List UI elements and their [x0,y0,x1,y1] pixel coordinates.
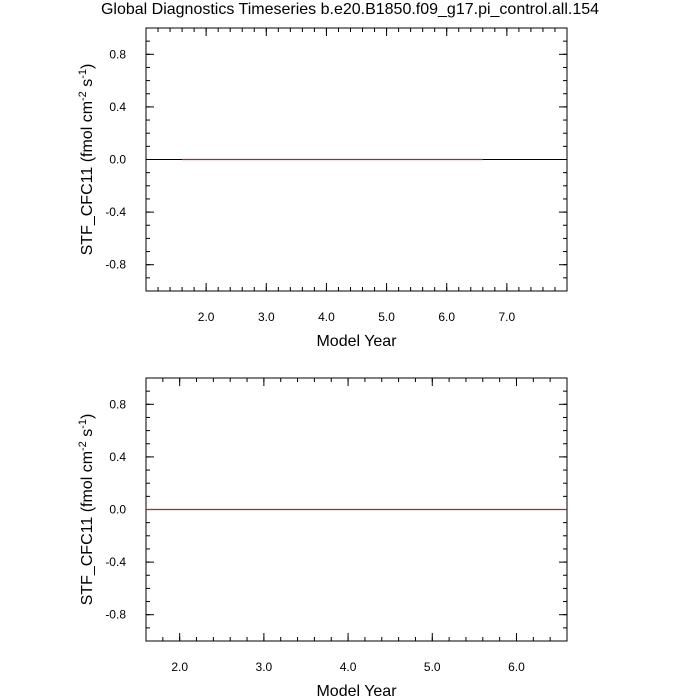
y-tick-label: -0.4 [105,205,126,219]
y-axis-label-superscript: -2 [77,91,89,101]
x-tick-label: 5.0 [424,660,441,674]
y-axis-label-part: ) [79,414,96,419]
y-axis-label-superscript: -1 [77,69,89,79]
y-tick-label: -0.4 [105,555,126,569]
x-tick-label: 5.0 [378,310,395,324]
y-axis-label-superscript: -2 [77,441,89,451]
x-tick-label: 2.0 [198,310,215,324]
x-axis-label: Model Year [316,333,397,350]
y-axis-label-part: ) [79,64,96,69]
y-axis-label: STF_CFC11 (fmol cm-2 s-1) [77,414,96,606]
y-axis-label-part: STF_CFC11 (fmol cm [79,101,96,255]
y-tick-label: -0.8 [105,258,126,272]
x-tick-label: 6.0 [438,310,455,324]
y-axis-label-part: STF_CFC11 (fmol cm [79,451,96,605]
x-tick-label: 4.0 [340,660,357,674]
x-tick-label: 7.0 [499,310,516,324]
x-tick-label: 3.0 [256,660,273,674]
chart-2: 2.0 3.0 4.0 5.0 6.0 -0.8 -0.4 0.0 0.4 0.8 Model Ye… [77,377,568,700]
page-title: Global Diagnostics Timeseries b.e20.B185… [100,1,600,18]
y-tick-label: 0.4 [109,450,126,464]
y-tick-label: 0.8 [109,47,126,61]
y-axis-label-part: s [79,79,96,91]
y-tick-label: 0.0 [109,153,126,167]
x-axis-label: Model Year [316,683,397,700]
y-tick-label: 0.0 [109,503,126,517]
x-tick-label: 6.0 [508,660,525,674]
x-tick-label: 3.0 [258,310,275,324]
y-axis-label-superscript: -1 [77,419,89,429]
x-tick-label: 4.0 [318,310,335,324]
y-axis-label: STF_CFC11 (fmol cm-2 s-1) [77,64,96,256]
y-axis-label-part: s [79,429,96,441]
y-tick-label: -0.8 [105,608,126,622]
y-tick-label: 0.8 [109,397,126,411]
y-tick-label: 0.4 [109,100,126,114]
x-tick-label: 2.0 [171,660,188,674]
chart-1: 2.0 3.0 4.0 5.0 6.0 7.0 -0.8 -0.4 0.0 0.4 0.8 Model… [77,27,568,350]
